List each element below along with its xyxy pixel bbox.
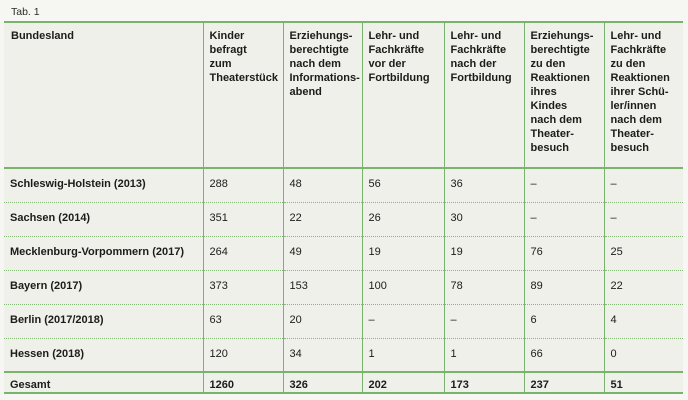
- total-value: 237: [523, 372, 604, 393]
- table-row-schleswig-holstein: Schleswig-Holstein (2013) 288 48 56 36 –…: [4, 168, 683, 202]
- table-row-berlin: Berlin (2017/2018) 63 20 – – 6 4: [4, 304, 683, 338]
- cell-value: 66: [523, 338, 604, 372]
- cell-value: –: [603, 168, 683, 202]
- cell-value: 22: [603, 270, 683, 304]
- column-header-erziehungsberechtigte-reaktionen: Erziehungs- berechtigte zu den Reaktione…: [523, 22, 604, 169]
- cell-value: 1: [361, 338, 444, 372]
- column-header-bundesland: Bundesland: [4, 22, 203, 169]
- total-row: Gesamt 1260 326 202 173 237 51: [4, 372, 683, 393]
- cell-value: 153: [282, 270, 362, 304]
- cell-value: 19: [443, 236, 524, 270]
- cell-value: 19: [361, 236, 444, 270]
- column-header-kinder-befragt: Kinder befragt zum Theaterstück: [202, 22, 283, 169]
- cell-value: 56: [361, 168, 444, 202]
- cell-value: 120: [202, 338, 283, 372]
- cell-value: 30: [443, 202, 524, 236]
- column-header-fachkraefte-reaktionen: Lehr- und Fachkräfte zu den Reaktionen i…: [603, 22, 683, 169]
- table-row-sachsen: Sachsen (2014) 351 22 26 30 – –: [4, 202, 683, 236]
- row-label: Hessen (2018): [10, 347, 84, 360]
- table-row-hessen: Hessen (2018) 120 34 1 1 66 0: [4, 338, 683, 372]
- total-label: Gesamt: [10, 379, 51, 391]
- cell-value: –: [603, 202, 683, 236]
- cell-value: 22: [282, 202, 362, 236]
- cell-value: 0: [603, 338, 683, 372]
- total-value: 326: [282, 372, 362, 393]
- cell-value: 6: [523, 304, 604, 338]
- table-row-mecklenburg-vorpommern: Mecklenburg-Vorpommern (2017) 264 49 19 …: [4, 236, 683, 270]
- cell-value: 373: [202, 270, 283, 304]
- cell-value: 26: [361, 202, 444, 236]
- row-label: Berlin (2017/2018): [10, 313, 104, 326]
- cell-value: 100: [361, 270, 444, 304]
- column-header-fachkraefte-vor-fortbildung: Lehr- und Fachkräfte vor der Fortbildung: [361, 22, 444, 169]
- table-figure: Tab. 1 Bundesland Kinder befragt zum The…: [4, 0, 683, 394]
- data-table: Bundesland Kinder befragt zum Theaterstü…: [4, 21, 683, 394]
- cell-value: –: [361, 304, 444, 338]
- cell-value: –: [443, 304, 524, 338]
- cell-value: 4: [603, 304, 683, 338]
- cell-value: –: [523, 202, 604, 236]
- cell-value: 48: [282, 168, 362, 202]
- row-label: Sachsen (2014): [10, 211, 91, 224]
- total-value: 1260: [202, 372, 283, 393]
- cell-value: 89: [523, 270, 604, 304]
- cell-value: 34: [282, 338, 362, 372]
- row-label: Bayern (2017): [10, 279, 83, 292]
- cell-value: 25: [603, 236, 683, 270]
- cell-value: 1: [443, 338, 524, 372]
- total-value: 173: [443, 372, 524, 393]
- cell-value: 288: [202, 168, 283, 202]
- cell-value: 20: [282, 304, 362, 338]
- cell-value: 351: [202, 202, 283, 236]
- column-header-erziehungsberechtigte-informationsabend: Erziehungs- berechtigte nach dem Informa…: [282, 22, 362, 169]
- cell-value: 76: [523, 236, 604, 270]
- cell-value: 63: [202, 304, 283, 338]
- header-row: Bundesland Kinder befragt zum Theaterstü…: [4, 22, 683, 169]
- row-label: Mecklenburg-Vorpommern (2017): [10, 245, 185, 258]
- table-caption: Tab. 1: [11, 6, 40, 18]
- total-value: 202: [361, 372, 444, 393]
- cell-value: 78: [443, 270, 524, 304]
- cell-value: 49: [282, 236, 362, 270]
- column-header-fachkraefte-nach-fortbildung: Lehr- und Fachkräfte nach der Fortbildun…: [443, 22, 524, 169]
- total-value: 51: [603, 372, 683, 393]
- cell-value: –: [523, 168, 604, 202]
- cell-value: 264: [202, 236, 283, 270]
- table-row-bayern: Bayern (2017) 373 153 100 78 89 22: [4, 270, 683, 304]
- row-label: Schleswig-Holstein (2013): [10, 178, 146, 190]
- cell-value: 36: [443, 168, 524, 202]
